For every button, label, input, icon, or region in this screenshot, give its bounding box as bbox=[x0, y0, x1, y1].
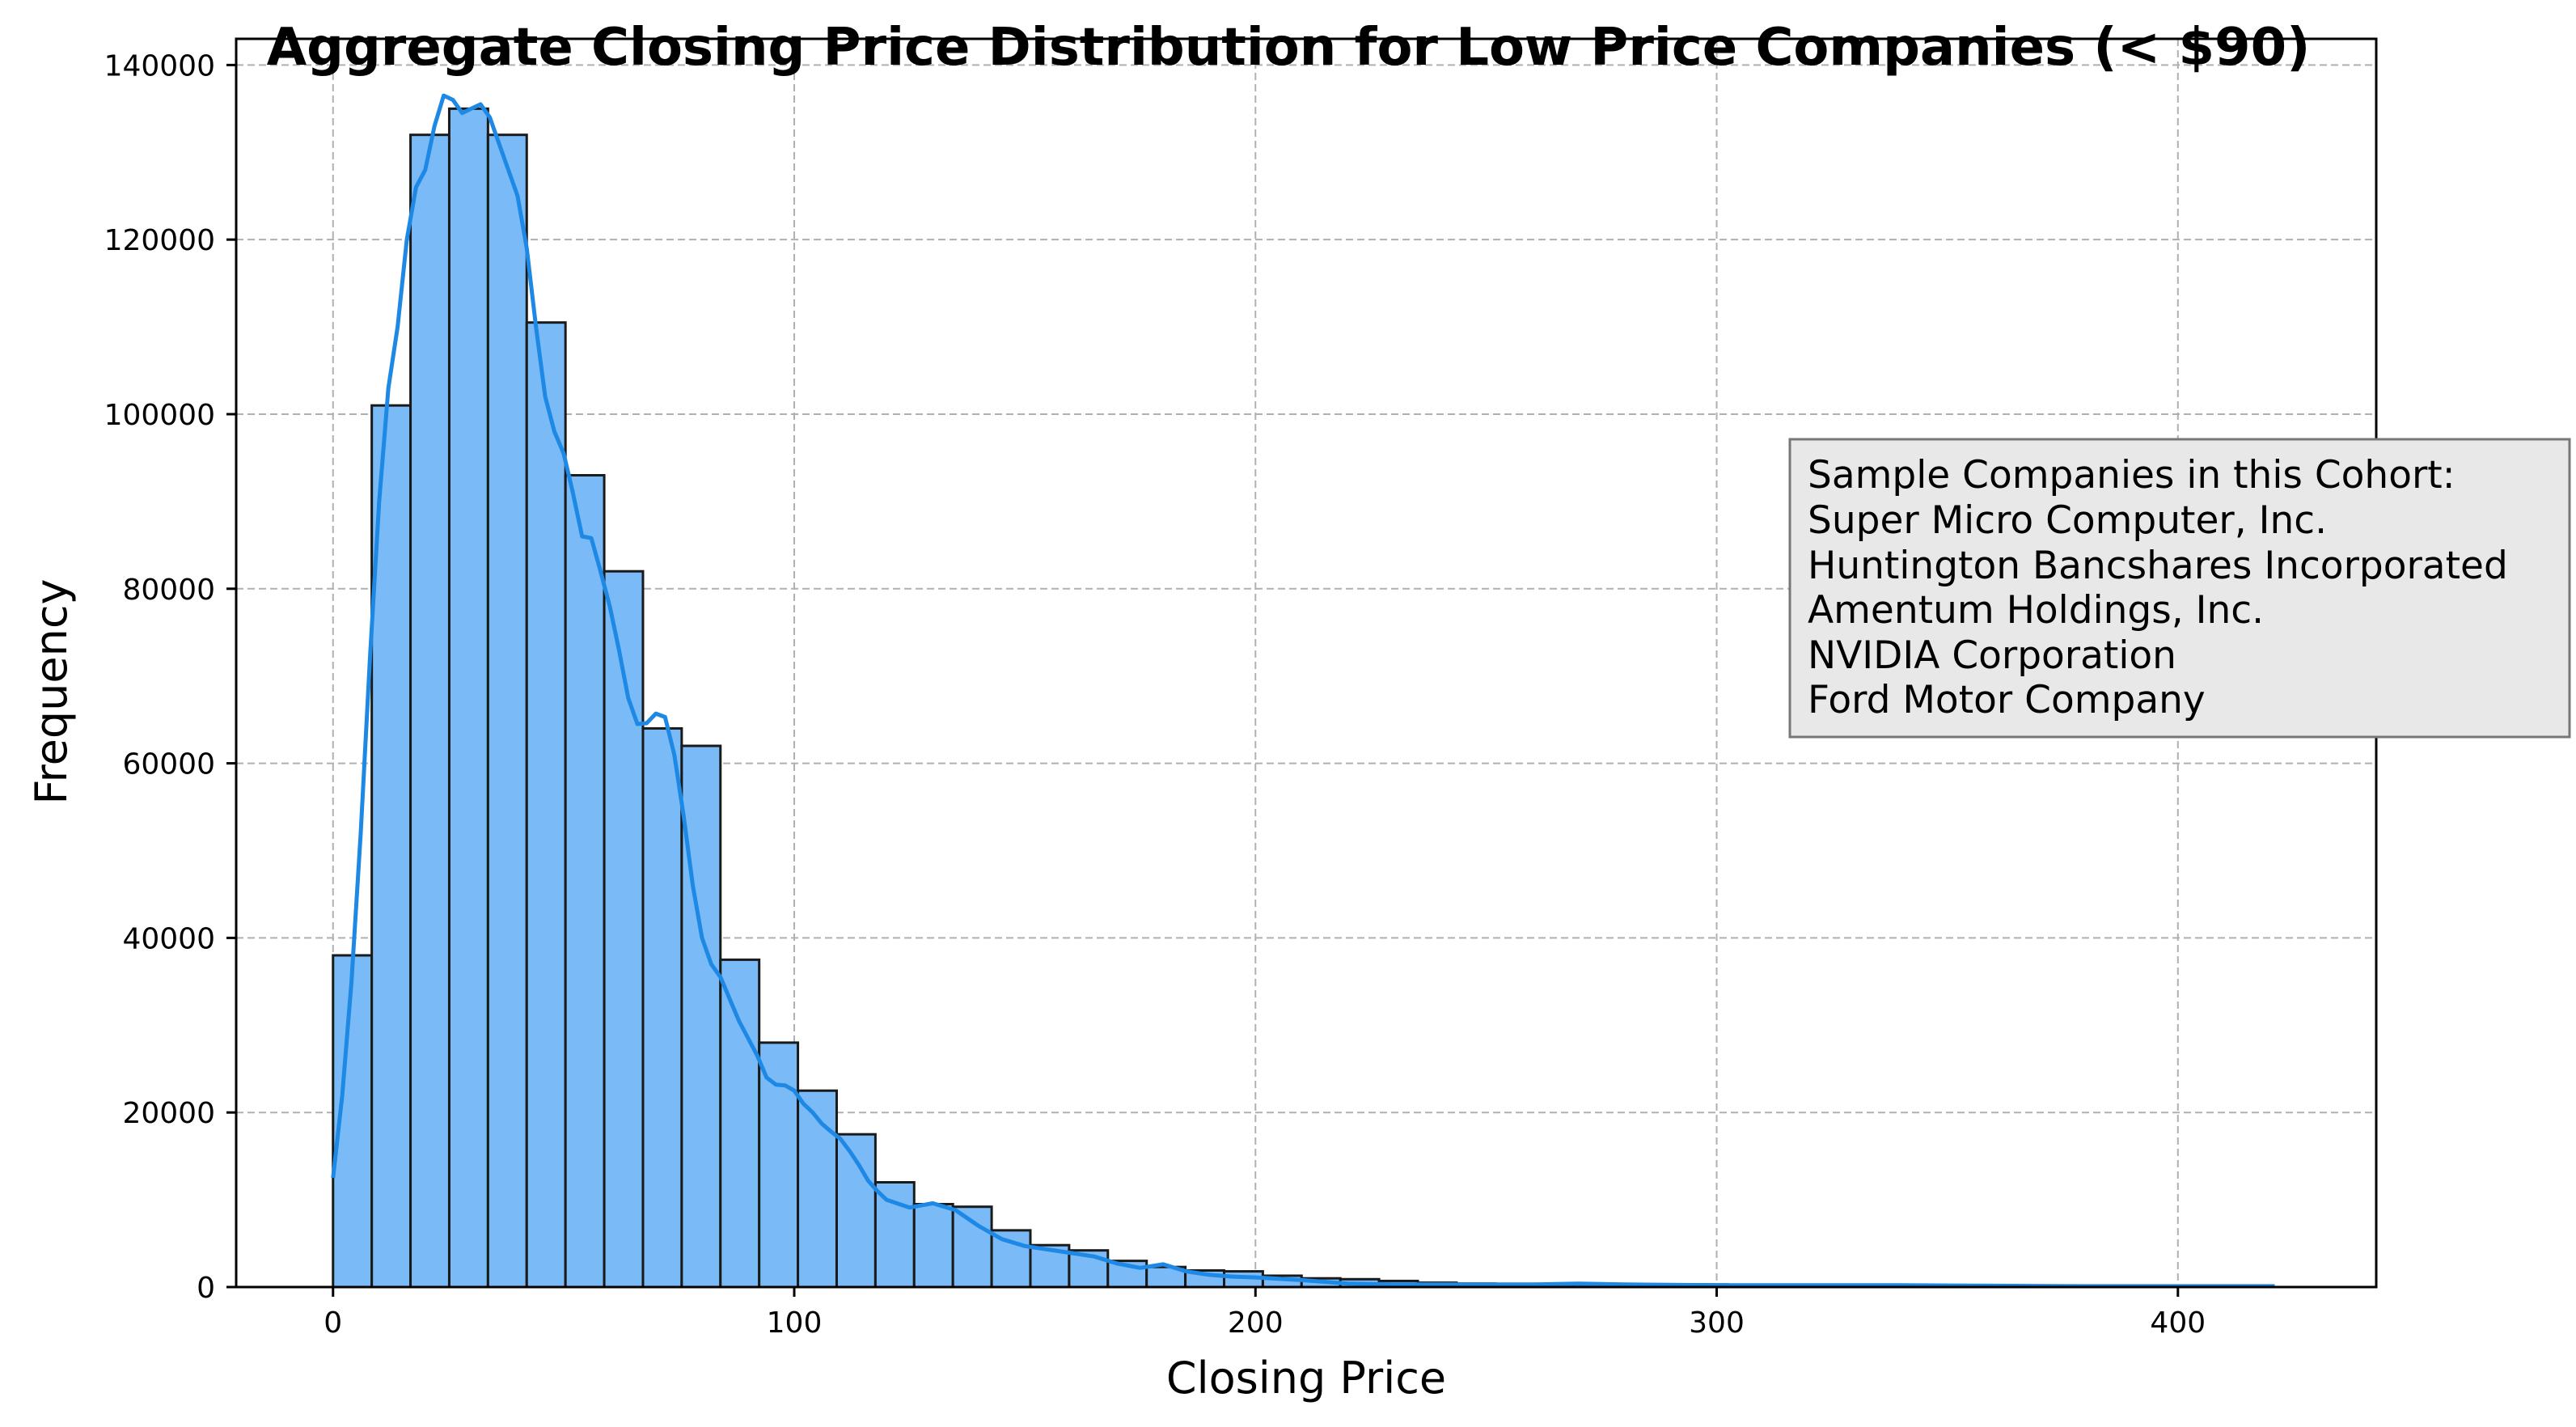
sample-companies-annotation: Sample Companies in this Cohort: Super M… bbox=[1788, 438, 2571, 739]
histogram-bar bbox=[758, 1041, 800, 1289]
y-tick-label: 60000 bbox=[122, 748, 215, 781]
annotation-line: NVIDIA Corporation bbox=[1808, 633, 2176, 678]
y-tick-label: 140000 bbox=[104, 49, 215, 83]
histogram-bar bbox=[525, 321, 567, 1289]
histogram-bar bbox=[719, 958, 761, 1289]
annotation-line: Sample Companies in this Cohort: bbox=[1808, 453, 2455, 498]
annotation-box bbox=[1788, 438, 2571, 739]
histogram-bar bbox=[912, 1202, 954, 1289]
annotation-line: Amentum Holdings, Inc. bbox=[1808, 588, 2264, 633]
y-tick-label: 20000 bbox=[122, 1097, 215, 1130]
histogram-bar bbox=[797, 1089, 838, 1289]
x-tick-label: 200 bbox=[1228, 1306, 1284, 1340]
y-tick-label: 0 bbox=[197, 1272, 215, 1305]
x-tick-label: 100 bbox=[767, 1306, 823, 1340]
x-axis-ticks: 0 100 200 300 400 bbox=[324, 1287, 2206, 1340]
histogram-bar bbox=[680, 744, 722, 1289]
histogram-bar bbox=[951, 1205, 993, 1289]
histogram-bar bbox=[641, 726, 683, 1289]
x-tick-label: 0 bbox=[324, 1306, 342, 1340]
y-tick-label: 100000 bbox=[104, 399, 215, 432]
annotation-line: Super Micro Computer, Inc. bbox=[1808, 498, 2327, 543]
histogram-bar bbox=[873, 1181, 916, 1289]
histogram-bar bbox=[564, 474, 606, 1289]
histogram-bar bbox=[409, 133, 450, 1289]
y-tick-label: 80000 bbox=[122, 574, 215, 607]
annotation-line: Ford Motor Company bbox=[1808, 678, 2206, 722]
y-axis-ticks: 0 20000 40000 60000 80000 100000 120000 140000 bbox=[104, 49, 236, 1305]
x-tick-label: 300 bbox=[1689, 1306, 1745, 1340]
histogram-bar bbox=[486, 133, 528, 1289]
histogram-bar bbox=[603, 570, 645, 1289]
x-tick-label: 400 bbox=[2150, 1306, 2206, 1340]
y-tick-label: 120000 bbox=[104, 224, 215, 257]
kde-line bbox=[331, 93, 2275, 1289]
x-axis-label: Closing Price bbox=[1166, 1353, 1446, 1404]
y-axis-label: Frequency bbox=[26, 579, 77, 805]
y-tick-label: 40000 bbox=[122, 922, 215, 955]
annotation-line: Huntington Bancshares Incorporated bbox=[1808, 544, 2508, 588]
chart-title: Aggregate Closing Price Distribution for… bbox=[267, 18, 2311, 78]
histogram-bar bbox=[447, 107, 489, 1289]
